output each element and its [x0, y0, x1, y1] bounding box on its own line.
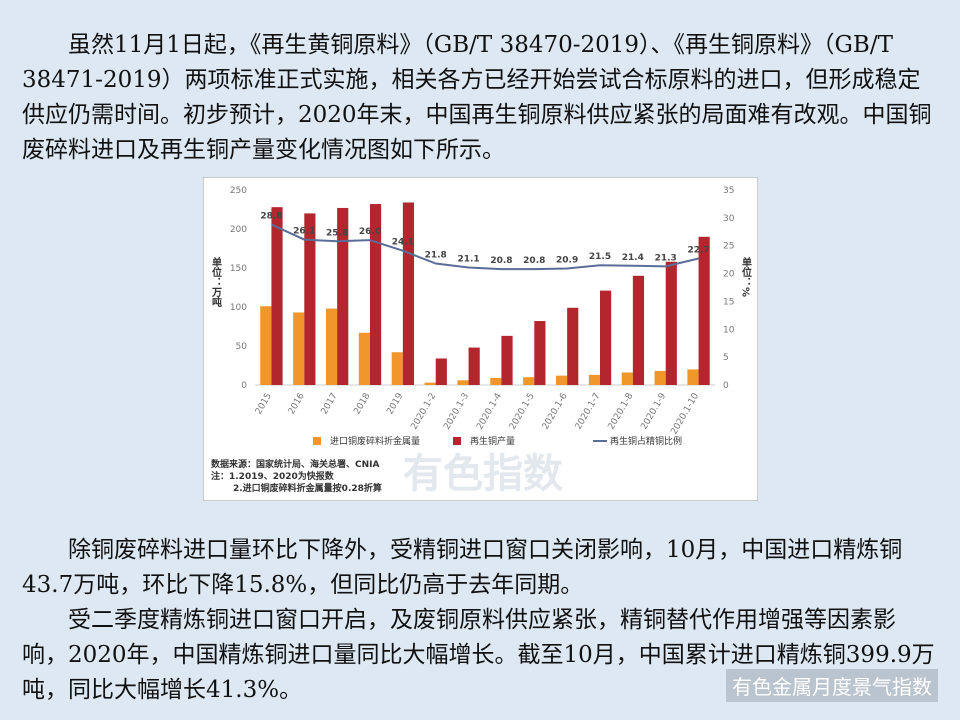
bar — [555, 375, 568, 385]
bar — [632, 275, 645, 385]
bar — [621, 372, 633, 385]
data-label: 21.8 — [425, 251, 447, 261]
bar — [271, 207, 283, 385]
bar — [337, 207, 349, 385]
paragraph: 受二季度精炼铜进口窗口开启，及废铜原料供应紧张，精铜替代作用增强等因素影响，20… — [22, 607, 935, 703]
data-label: 26.0 — [359, 227, 381, 237]
y-tick-label: 250 — [230, 186, 247, 196]
y2-tick-label: 10 — [723, 325, 735, 335]
y2-tick-label: 5 — [723, 353, 729, 363]
y2-tick-label: 25 — [723, 242, 734, 252]
bar — [523, 377, 535, 385]
bar — [457, 380, 469, 385]
bar — [567, 307, 579, 385]
legend-label: 再生铜占精铜比例 — [610, 435, 682, 447]
bar — [325, 308, 338, 385]
data-label: 21.3 — [655, 253, 677, 263]
bar — [600, 290, 612, 385]
data-label: 25.8 — [326, 228, 348, 238]
note: 2.进口铜废碎料折金属量按0.28折算 — [233, 482, 382, 494]
bar — [687, 369, 699, 385]
bar — [304, 213, 316, 385]
note: 注：1.2019、2020为快报数 — [211, 470, 335, 482]
y2-tick-label: 15 — [723, 297, 734, 307]
bar — [698, 236, 710, 385]
watermark: 有色金属月度景气指数 — [726, 669, 938, 702]
bar — [260, 306, 272, 385]
data-label: 22.7 — [687, 246, 709, 256]
bar — [490, 377, 502, 385]
y-tick-label: 200 — [230, 225, 247, 235]
bar — [468, 347, 480, 385]
data-label: 26.1 — [293, 227, 315, 237]
data-label: 20.9 — [556, 256, 578, 266]
data-label: 24.1 — [392, 238, 414, 248]
y-tick-label: 100 — [230, 303, 247, 313]
bar — [501, 335, 513, 385]
legend-label: 再生铜产量 — [470, 435, 515, 447]
data-label: 21.5 — [589, 252, 611, 262]
data-label: 21.4 — [622, 253, 644, 263]
y2-tick-label: 20 — [723, 270, 735, 280]
bar — [424, 382, 436, 385]
y-axis-label: 单位：万吨 — [210, 256, 223, 308]
bar — [358, 332, 370, 385]
chart: 有色指数 单位：万吨 单位：% 0 50 100 150 200 250 0 5 10 15 20 2… — [203, 177, 758, 501]
line-series — [271, 223, 699, 271]
bar — [370, 204, 382, 385]
y2-tick-label: 35 — [723, 186, 734, 196]
chart-watermark: 有色指数 — [403, 451, 563, 497]
legend-marker — [453, 437, 461, 445]
bar — [654, 370, 666, 385]
paragraph: 除铜废碎料进口量环比下降外，受精铜进口窗口关闭影响，10月，中国进口精炼铜43.… — [22, 537, 903, 598]
y-tick-label: 150 — [230, 264, 247, 274]
bar — [665, 261, 677, 385]
paragraph: 虽然11月1日起，《再生黄铜原料》（GB/T 38470-2019）、《再生铜原… — [22, 32, 932, 163]
legend-marker — [313, 437, 321, 445]
y2-tick-label: 30 — [723, 214, 735, 224]
data-label: 28.8 — [260, 212, 282, 222]
data-label: 20.8 — [523, 256, 545, 266]
data-label: 21.1 — [457, 254, 479, 264]
legend-label: 进口铜废碎料折金属量 — [330, 435, 420, 447]
bar — [391, 352, 403, 385]
bar — [534, 321, 546, 385]
bar — [402, 202, 415, 385]
y2-tick-label: 0 — [723, 381, 729, 391]
bar — [293, 312, 305, 385]
data-label: 20.8 — [490, 256, 512, 266]
note: 数据来源：国家统计局、海关总署、CNIA — [211, 458, 379, 470]
y2-axis-label: 单位：% — [740, 256, 752, 297]
bar — [588, 374, 600, 385]
y-tick-label: 0 — [241, 381, 247, 391]
y-tick-label: 50 — [236, 342, 248, 352]
bar — [435, 358, 447, 385]
